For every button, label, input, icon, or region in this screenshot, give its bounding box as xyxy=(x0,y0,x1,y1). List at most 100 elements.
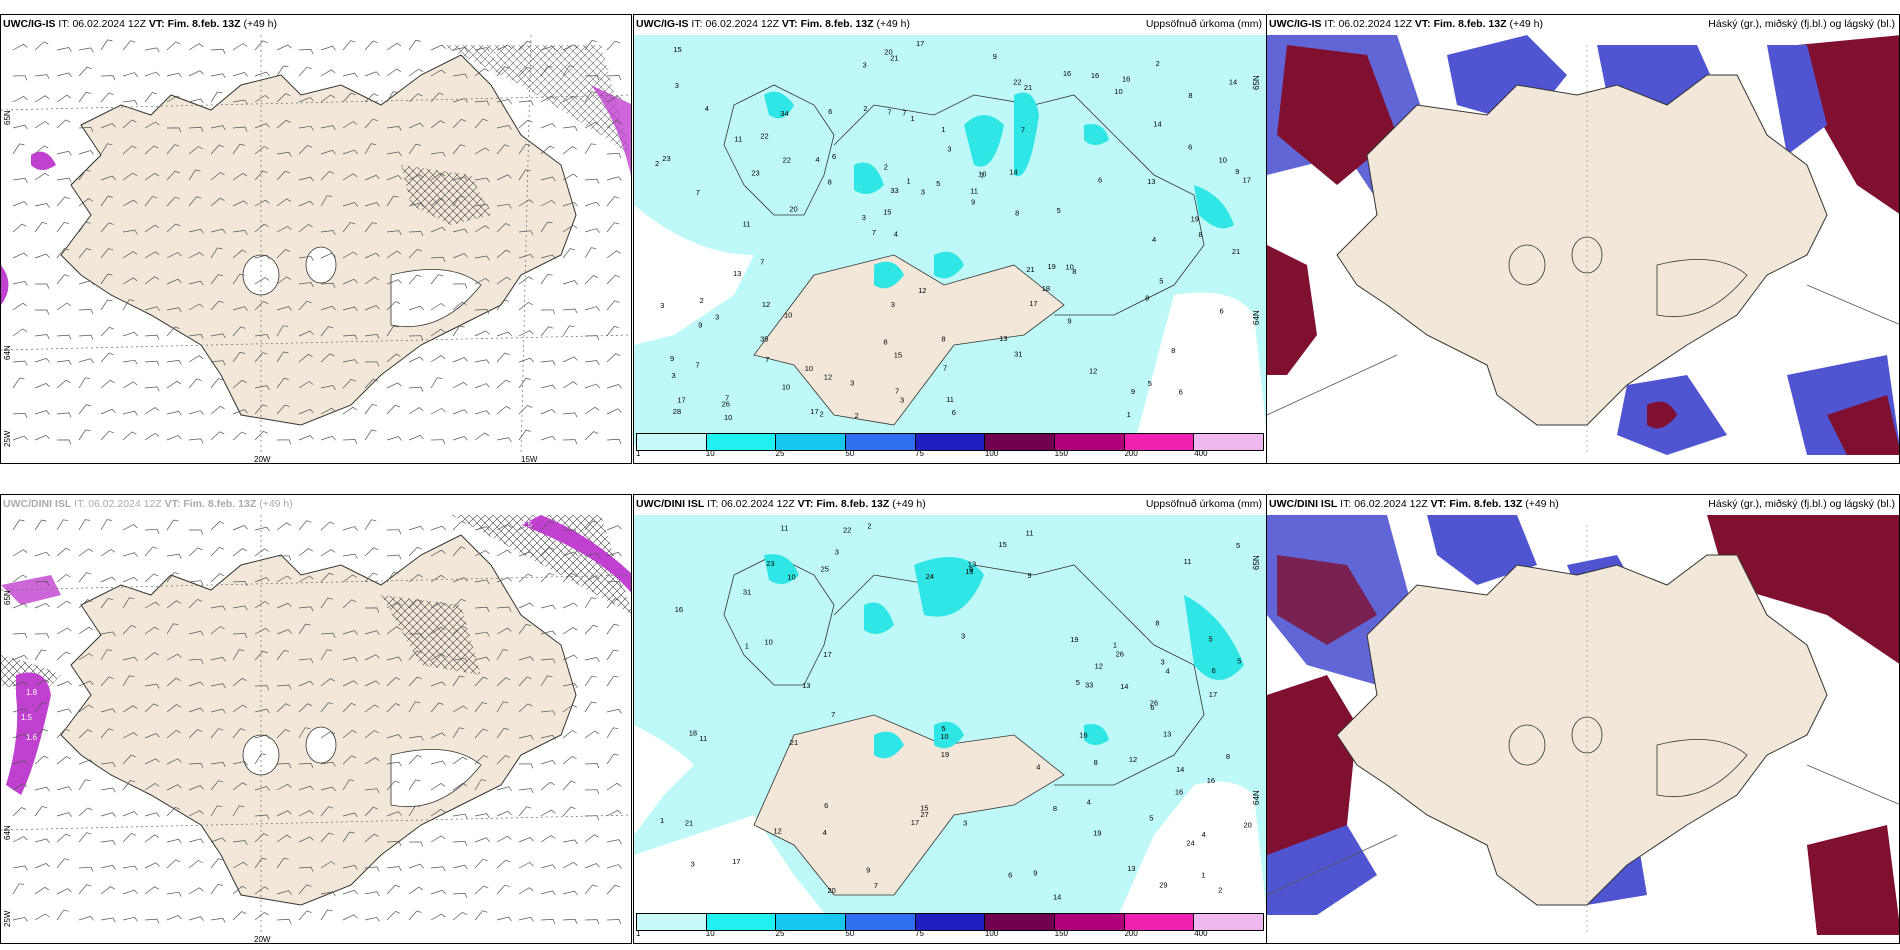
wind-barb xyxy=(606,649,619,661)
wind-barb xyxy=(430,760,446,766)
precip-value: 5 xyxy=(1149,813,1153,822)
wind-barb xyxy=(56,547,71,557)
wind-barb xyxy=(122,811,138,817)
wind-barb xyxy=(56,72,72,78)
precip-value: 8 xyxy=(1015,209,1019,218)
wind-barb xyxy=(12,43,28,51)
wind-barb xyxy=(606,353,621,363)
precip-value: 14 xyxy=(1176,765,1184,774)
precip-value: 7 xyxy=(760,258,764,267)
wind-barb xyxy=(386,151,402,157)
wind-barb xyxy=(496,884,510,895)
precip-value: 5 xyxy=(936,179,940,188)
precip-value: 15 xyxy=(673,45,681,54)
wind-barb xyxy=(276,522,291,531)
precip-value: 2 xyxy=(820,410,824,419)
wind-barb xyxy=(276,575,292,583)
wind-barb xyxy=(122,72,138,77)
wind-barb xyxy=(320,730,336,739)
wind-barb xyxy=(496,606,512,612)
wind-barb xyxy=(210,858,224,869)
wind-barb xyxy=(408,701,421,713)
precip-value: 17 xyxy=(916,39,924,48)
wind-barb xyxy=(496,174,512,181)
wind-barb xyxy=(232,677,247,687)
wind-barb xyxy=(12,883,25,895)
wind-barb xyxy=(78,377,91,389)
wind-barb xyxy=(254,146,269,155)
wind-barb xyxy=(342,439,358,445)
wind-barb xyxy=(34,222,48,233)
wind-barb xyxy=(144,92,158,103)
wind-barb xyxy=(320,786,336,792)
wind-barb xyxy=(452,325,465,337)
precip-value: 7 xyxy=(887,107,891,116)
wind-barb xyxy=(78,866,94,872)
wind-barb xyxy=(496,379,511,389)
wind-barb xyxy=(584,815,600,821)
precip-value: 1 xyxy=(1127,410,1131,419)
wind-barb xyxy=(342,251,358,259)
wind-barb xyxy=(342,278,358,285)
wind-barb xyxy=(474,754,489,765)
wind-barb xyxy=(364,222,378,233)
wind-barb xyxy=(12,681,28,687)
wind-barb xyxy=(100,762,116,768)
wind-barb xyxy=(474,309,490,315)
wind-barb xyxy=(100,299,113,311)
wind-barb xyxy=(364,71,380,77)
wind-barb xyxy=(430,549,446,557)
precip-value: 21 xyxy=(1026,265,1034,274)
precip-value: 2 xyxy=(1156,59,1160,68)
wind-barb xyxy=(78,309,94,315)
wind-barb xyxy=(100,728,114,739)
precip-value: 8 xyxy=(1094,758,1098,767)
wind-barb xyxy=(276,857,289,869)
wind-barb xyxy=(364,917,380,922)
wind-barb xyxy=(56,812,72,817)
wind-barb xyxy=(518,66,532,77)
wind-barb xyxy=(34,581,50,587)
wind-barb xyxy=(518,551,534,557)
wind-barb xyxy=(408,122,424,129)
wind-barb xyxy=(320,649,333,661)
precip-value: 3 xyxy=(963,818,967,827)
wind-barb xyxy=(562,602,578,609)
wind-barb xyxy=(210,626,225,635)
wind-barb xyxy=(232,431,247,441)
wind-barb xyxy=(408,143,421,155)
wind-barb xyxy=(166,838,182,844)
wind-barb xyxy=(100,787,116,793)
precip-value: 3 xyxy=(961,632,965,641)
precip-value: 10 xyxy=(1066,262,1074,271)
wind-barb xyxy=(496,859,511,869)
precip-value: 2 xyxy=(1218,886,1222,895)
wind-barb xyxy=(276,783,292,791)
wind-barb xyxy=(606,839,622,845)
wind-barb xyxy=(166,653,182,661)
precip-value: 12 xyxy=(824,373,832,382)
wind-barb xyxy=(430,913,446,921)
wind-barb xyxy=(254,123,270,129)
wind-barb xyxy=(342,656,358,662)
wind-barb xyxy=(386,677,401,687)
precip-value: 8 xyxy=(1053,804,1057,813)
wind-barb xyxy=(122,524,138,531)
wind-barb xyxy=(100,649,113,661)
precip-value: 9 xyxy=(1067,316,1071,325)
wind-barb xyxy=(430,525,446,531)
wind-barb xyxy=(56,412,72,418)
wind-barb xyxy=(56,334,72,340)
wind-barb xyxy=(452,657,468,663)
wind-barb xyxy=(474,579,490,585)
wind-barb xyxy=(12,603,28,609)
wind-barb xyxy=(386,353,401,363)
wind-barb xyxy=(452,228,468,234)
wind-barb xyxy=(144,546,158,557)
wind-barb xyxy=(298,200,314,207)
wind-barb xyxy=(496,405,511,415)
wind-barb xyxy=(496,727,509,739)
lat-label: 25W xyxy=(3,910,12,927)
precip-value: 3 xyxy=(850,379,854,388)
wind-barbs xyxy=(12,39,622,445)
